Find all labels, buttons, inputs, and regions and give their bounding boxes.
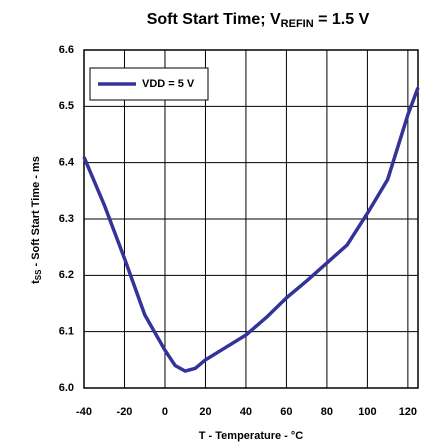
x-tick-label: 100 [358, 406, 376, 418]
chart-title: Soft Start Time; VREFIN = 1.5 V [147, 11, 370, 30]
x-tick-label: -40 [76, 406, 92, 418]
y-tick-label: 6.4 [59, 157, 75, 169]
y-tick-label: 6.0 [59, 382, 74, 394]
x-tick-label: 80 [321, 406, 333, 418]
title-rest: = 1.5 V [314, 11, 370, 28]
y-axis-label: tSS - Soft Start Time - ms [30, 156, 43, 284]
x-tick-label: 0 [162, 406, 168, 418]
x-tick-label: 40 [240, 406, 252, 418]
x-tick-label: 120 [399, 406, 417, 418]
x-axis-label: T - Temperature - °C [199, 430, 303, 442]
y-label-rest: - Soft Start Time - ms [30, 156, 42, 269]
y-label-sub: SS [34, 269, 43, 280]
title-main: Soft Start Time; V [147, 11, 281, 28]
y-tick-label: 6.3 [59, 213, 74, 225]
plot-frame [83, 49, 419, 389]
y-tick-label: 6.2 [59, 269, 74, 281]
y-tick-label: 6.1 [59, 326, 74, 338]
x-tick-label: 20 [199, 406, 211, 418]
data-line [82, 87, 420, 373]
y-tick-label: 6.6 [59, 44, 74, 56]
title-sub: REFIN [281, 18, 314, 30]
x-tick-label: 60 [280, 406, 292, 418]
legend-label: VDD = 5 V [142, 78, 195, 90]
x-tick-label: -20 [117, 406, 133, 418]
y-tick-label: 6.5 [59, 100, 74, 112]
y-label-main: t [30, 280, 42, 284]
